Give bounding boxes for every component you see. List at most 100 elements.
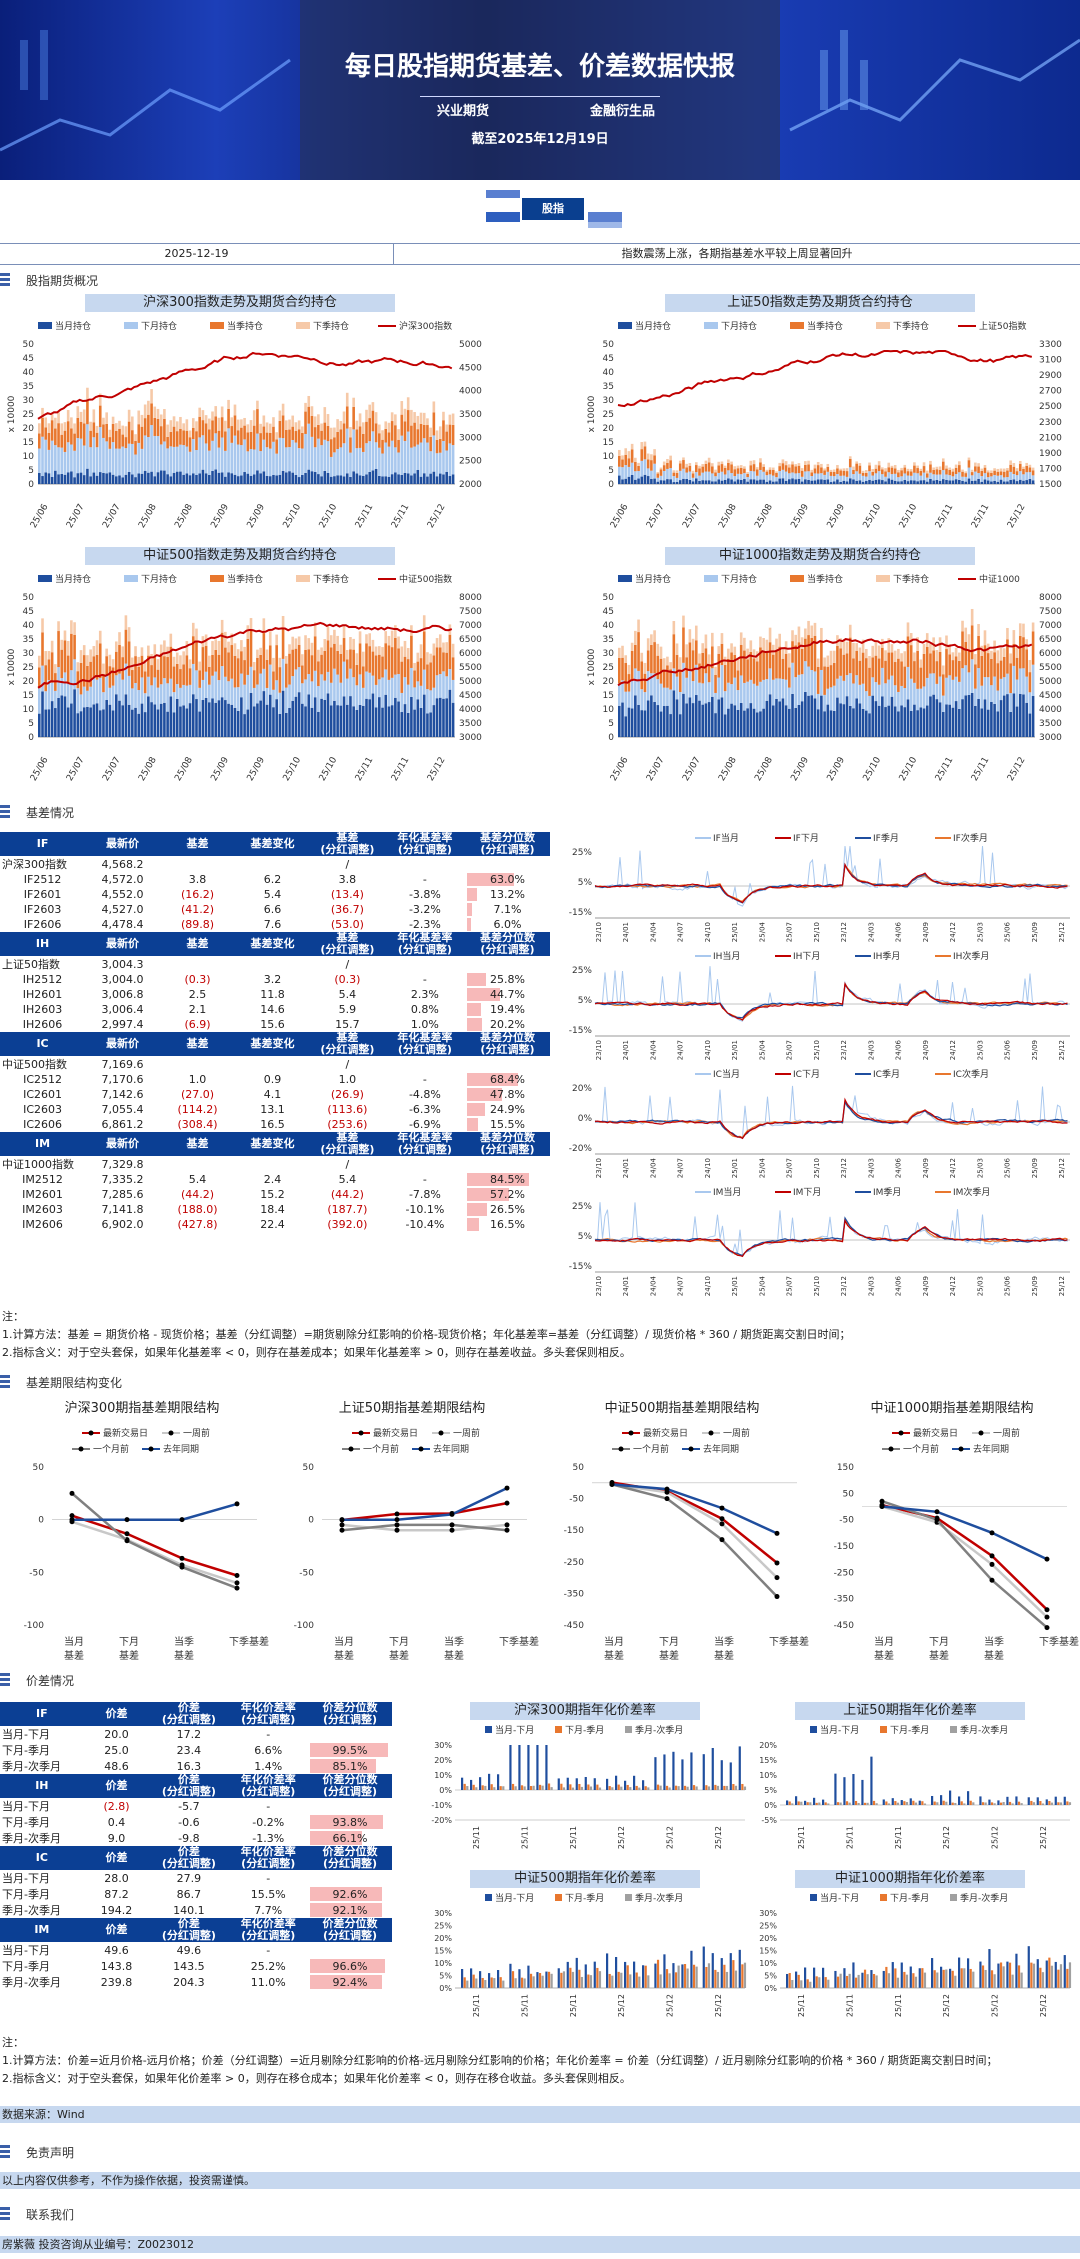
spread-bar [470, 1968, 473, 1988]
basis-series-line [594, 1085, 1068, 1139]
contract-name: IM2606 [22, 1218, 63, 1231]
holding-bar [60, 473, 64, 484]
x-tick: 23/12 [840, 922, 848, 942]
spread-bar [809, 1802, 812, 1805]
holding-bar [89, 661, 92, 687]
spread-bar [999, 1962, 1003, 1988]
x-tick: 25/09 [826, 755, 848, 783]
holding-bar [1009, 663, 1012, 694]
holding-bar [195, 670, 198, 700]
holding-bar [220, 619, 224, 633]
holding-bar [143, 404, 147, 419]
spread-bar [705, 1785, 708, 1790]
holding-bar [717, 479, 721, 484]
holding-bar [339, 705, 343, 737]
holding-bar [150, 702, 153, 737]
holding-bar [297, 448, 301, 478]
holding-bar [759, 636, 762, 648]
chart-title: 沪深300期指年化价差率 [470, 1702, 700, 1720]
holding-bar [900, 705, 903, 737]
holding-bar [890, 465, 894, 468]
holding-bar [111, 416, 115, 424]
spread-value: 87.2 [104, 1887, 129, 1901]
spread-bar [466, 1786, 469, 1790]
holding-bar [874, 701, 878, 737]
holding-bar [743, 466, 746, 469]
holding-bar [781, 658, 785, 680]
spread-bar [813, 1797, 816, 1805]
holding-bar [368, 699, 371, 737]
holding-bar [816, 658, 820, 667]
holding-bar [759, 681, 762, 712]
holding-bar [352, 397, 355, 407]
holding-bar [964, 665, 968, 696]
holding-bar [778, 701, 781, 737]
legend-label: 上证50指数 [979, 320, 1026, 332]
holding-bar [855, 461, 858, 464]
holding-bar [131, 657, 134, 671]
column-header: 最新价 [85, 1032, 161, 1056]
holding-bar [996, 711, 1000, 737]
holding-bar [864, 658, 868, 692]
holding-bar [675, 481, 679, 484]
holding-bar [909, 645, 913, 679]
holding-bar [147, 437, 150, 473]
holding-bar [291, 439, 295, 473]
index-name: 上证50指数 [2, 958, 60, 971]
holding-bar [175, 446, 179, 472]
holding-bar [855, 480, 858, 484]
holding-bar [832, 481, 836, 484]
holding-bar [333, 476, 336, 484]
holding-bar [916, 481, 919, 484]
holding-bar [317, 414, 320, 425]
holding-bar [333, 437, 336, 453]
holding-bar [903, 473, 907, 480]
holding-bar [349, 649, 352, 669]
holding-bar [730, 479, 733, 484]
holding-bar [256, 684, 259, 704]
holding-bar [775, 678, 778, 699]
holding-bar [214, 406, 218, 417]
holding-bar [823, 666, 826, 695]
spread-bar [633, 1961, 636, 1988]
holding-bar [743, 650, 746, 683]
holding-bar [669, 662, 672, 670]
holding-bar [733, 481, 737, 484]
spread-bar [945, 1969, 948, 1988]
holding-bar [935, 683, 939, 700]
holding-bar [342, 661, 346, 697]
holding-bar [95, 432, 99, 448]
holding-bar [390, 705, 394, 737]
x-tick: 25/11 [472, 1826, 481, 1849]
percentile-bar [309, 1759, 377, 1773]
holding-bar [874, 468, 878, 474]
holding-bar [913, 462, 916, 466]
holding-bar [874, 464, 878, 469]
spread-bar [527, 1745, 530, 1790]
x-tick: 25/03 [976, 1158, 984, 1178]
holding-bar [281, 438, 285, 471]
term-point [339, 1517, 345, 1523]
spread-bar [566, 1777, 569, 1790]
spread-bar [818, 1977, 821, 1988]
holding-bar [781, 649, 785, 659]
spread-adjusted: 23.4 [176, 1743, 202, 1757]
spread-bar [541, 1975, 544, 1988]
term-point [234, 1580, 240, 1586]
column-header: 基差变化 [234, 832, 310, 856]
holding-bar [275, 432, 278, 440]
legend-swatch [296, 575, 310, 582]
holding-bar [448, 414, 452, 425]
holding-bar [964, 641, 968, 666]
holding-bar [262, 439, 266, 472]
holding-bar [86, 387, 89, 401]
x-tick: 25/06 [1004, 921, 1012, 942]
annualized-spread: - [266, 1871, 271, 1885]
holding-bar [294, 669, 298, 697]
holding-bar [371, 470, 375, 484]
x-tick: 25/10 [862, 502, 884, 530]
x-tick: 25/10 [813, 1158, 821, 1178]
holding-bar [945, 649, 948, 678]
holding-bar [265, 649, 269, 660]
holding-bar [743, 682, 746, 711]
